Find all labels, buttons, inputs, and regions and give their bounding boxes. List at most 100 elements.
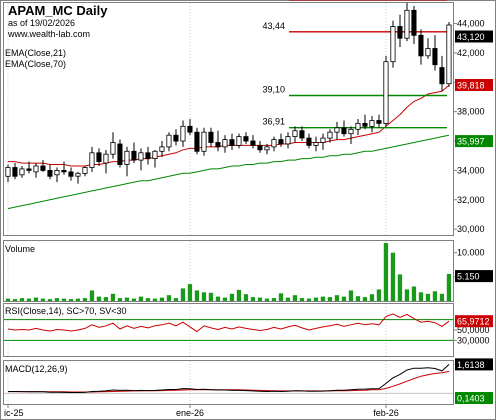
volume-bar	[152, 298, 158, 301]
candle-body-up	[180, 125, 186, 142]
x-tick-label: ene-26	[176, 408, 204, 418]
candle-body-down	[299, 130, 305, 139]
ema21-line	[8, 84, 450, 167]
volume-bar	[180, 288, 186, 301]
ema70-badge-text: 35,997	[457, 137, 485, 147]
candle	[40, 160, 46, 172]
candle-body-up	[54, 169, 60, 176]
volume-bar	[166, 295, 172, 301]
last-price-badge-bg	[455, 30, 493, 43]
candle-body-down	[145, 152, 151, 160]
ema21-badge-bg	[455, 79, 493, 91]
candle-body-down	[306, 137, 312, 146]
ema70-legend: EMA(Close,70)	[5, 59, 66, 69]
volume-bar	[313, 297, 319, 301]
macd-panel	[3, 360, 454, 405]
candle	[376, 114, 382, 128]
candle	[166, 132, 172, 152]
macd-badge-bg	[455, 358, 493, 371]
candle-body-down	[12, 167, 18, 177]
candle-body-down	[411, 9, 417, 36]
candle	[89, 146, 95, 172]
candle	[446, 22, 452, 87]
ema21-badge-text: 39,818	[457, 81, 485, 91]
x-tick-label: feb-26	[373, 408, 399, 418]
volume-bar	[54, 298, 60, 301]
candle-body-down	[257, 144, 263, 151]
candle-body-down	[47, 169, 53, 177]
volume-label: Volume	[5, 244, 35, 254]
candle-body-up	[264, 146, 270, 151]
candle-body-down	[229, 139, 235, 146]
candle	[215, 130, 221, 152]
macd-badge: 1,6138	[455, 358, 493, 371]
candle-body-up	[166, 134, 172, 148]
volume-bar	[40, 298, 46, 301]
candle-body-up	[292, 130, 298, 137]
candle-body-up	[446, 24, 452, 85]
volume-bar	[26, 298, 32, 301]
candle-body-up	[355, 123, 361, 130]
volume-bar	[341, 296, 347, 301]
candle	[124, 146, 130, 177]
volume-bar	[271, 298, 277, 301]
price-tick-label: 34,000	[457, 165, 485, 175]
volume-bar	[292, 295, 298, 301]
volume-bar	[33, 297, 39, 301]
candle-body-up	[5, 167, 11, 177]
price-tick-label: 38,000	[457, 107, 485, 117]
macd-hist-badge: 0,1403	[455, 392, 493, 404]
volume-bar	[12, 299, 18, 301]
volume-bar	[82, 298, 88, 301]
ema21-legend: EMA(Close,21)	[5, 48, 66, 58]
chart-title: APAM_MC Daily	[8, 3, 108, 18]
rsi-badge: 65,9712	[455, 315, 493, 328]
volume-bar	[404, 289, 410, 301]
candle-body-down	[187, 125, 193, 133]
candle	[348, 126, 354, 144]
volume-badge-bg	[455, 270, 493, 283]
volume-bar	[327, 297, 333, 301]
volume-bar	[201, 292, 207, 301]
candle-body-down	[432, 48, 438, 66]
candle	[152, 149, 158, 168]
candle-body-up	[425, 48, 431, 57]
price-tick-label: 44,000	[457, 19, 485, 29]
ema70-badge: 35,997	[455, 135, 493, 148]
candle-body-down	[215, 142, 221, 148]
candle	[278, 133, 284, 147]
candle-body-down	[26, 168, 32, 171]
rsi-badge-text: 65,9712	[457, 317, 490, 327]
rsi-line	[7, 313, 450, 333]
candle	[208, 127, 214, 147]
volume-tick-label: 10.000	[457, 248, 485, 258]
volume-bar	[110, 293, 116, 302]
last-price-badge-text: 43,120	[457, 32, 485, 42]
candle	[320, 133, 326, 150]
candle-body-down	[194, 131, 200, 152]
candle	[397, 14, 403, 48]
candle-body-up	[138, 152, 144, 161]
candle	[68, 167, 74, 181]
price-tick-label: 42,000	[457, 48, 485, 58]
volume-bar	[355, 296, 361, 301]
candle	[96, 148, 102, 166]
candle	[341, 120, 347, 137]
candle	[138, 148, 144, 171]
candle	[180, 120, 186, 147]
volume-bar	[306, 298, 312, 301]
volume-bar	[411, 286, 417, 301]
volume-bar	[243, 294, 249, 301]
candle-body-down	[250, 140, 256, 146]
candle	[117, 139, 123, 168]
rsi-badge-bg	[455, 315, 493, 328]
candle	[187, 119, 193, 136]
candle-body-up	[222, 139, 228, 148]
candle	[236, 133, 242, 149]
candle-body-down	[439, 67, 445, 85]
volume-bar	[362, 297, 368, 301]
candle-body-up	[383, 61, 389, 124]
candle-body-down	[362, 123, 368, 127]
volume-bar	[299, 298, 305, 301]
volume-bar	[236, 289, 242, 301]
